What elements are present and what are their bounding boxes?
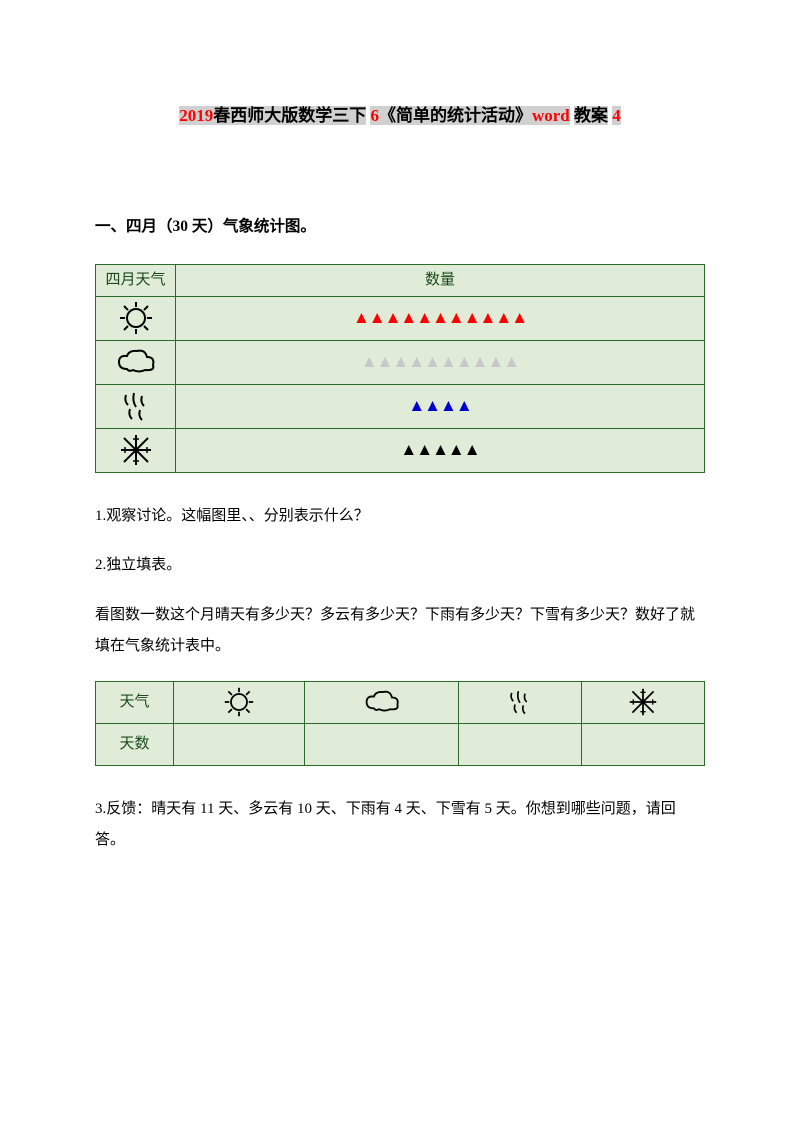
snow-days-cell bbox=[582, 723, 705, 765]
header-weather: 四月天气 bbox=[96, 264, 176, 296]
title-p4: 《简单的统计活动》 bbox=[379, 106, 532, 125]
snow-icon bbox=[96, 428, 176, 472]
question-1: 1.观察讨论。这幅图里、、分别表示什么？ bbox=[95, 501, 705, 533]
rain-icon bbox=[459, 681, 582, 723]
title-p7: 4 bbox=[612, 106, 621, 125]
rain-days-cell bbox=[459, 723, 582, 765]
table-row: ▲▲▲▲▲▲▲▲▲▲ bbox=[96, 340, 705, 384]
snow-count-triangles: ▲▲▲▲▲ bbox=[176, 428, 705, 472]
sun-icon bbox=[174, 681, 305, 723]
weather-count-table: 天气 天数 bbox=[95, 681, 705, 766]
row-days-label: 天数 bbox=[96, 723, 174, 765]
rain-count-triangles: ▲▲▲▲ bbox=[176, 384, 705, 428]
title-p6: 教案 bbox=[574, 106, 608, 125]
table-row: ▲▲▲▲▲▲▲▲▲▲▲ bbox=[96, 296, 705, 340]
sun-days-cell bbox=[174, 723, 305, 765]
document-title: 2019春西师大版数学三下 6《简单的统计活动》word 教案 4 bbox=[95, 100, 705, 132]
cloud-count-triangles: ▲▲▲▲▲▲▲▲▲▲ bbox=[176, 340, 705, 384]
rain-icon bbox=[96, 384, 176, 428]
question-2: 2.独立填表。 bbox=[95, 550, 705, 582]
title-p1: 2019 bbox=[179, 106, 213, 125]
cloud-icon bbox=[96, 340, 176, 384]
header-count: 数量 bbox=[176, 264, 705, 296]
table-row: ▲▲▲▲▲ bbox=[96, 428, 705, 472]
section-1-heading: 一、四月（30 天）气象统计图。 bbox=[95, 212, 705, 241]
title-p3: 6 bbox=[370, 106, 379, 125]
cloud-days-cell bbox=[304, 723, 459, 765]
title-p2: 春西师大版数学三下 bbox=[213, 106, 366, 125]
question-3: 3.反馈：晴天有 11 天、多云有 10 天、下雨有 4 天、下雪有 5 天。你… bbox=[95, 794, 705, 857]
question-2-body: 看图数一数这个月晴天有多少天？多云有多少天？下雨有多少天？下雪有多少天？数好了就… bbox=[95, 600, 705, 663]
sun-icon bbox=[96, 296, 176, 340]
weather-pictograph-table: 四月天气 数量 ▲▲▲▲▲▲▲▲▲▲▲ ▲▲▲▲▲▲▲▲▲▲ ▲▲▲▲ ▲▲▲▲… bbox=[95, 264, 705, 473]
row-weather-label: 天气 bbox=[96, 681, 174, 723]
table-row: ▲▲▲▲ bbox=[96, 384, 705, 428]
sun-count-triangles: ▲▲▲▲▲▲▲▲▲▲▲ bbox=[176, 296, 705, 340]
title-p5: word bbox=[532, 106, 570, 125]
snow-icon bbox=[582, 681, 705, 723]
cloud-icon bbox=[304, 681, 459, 723]
